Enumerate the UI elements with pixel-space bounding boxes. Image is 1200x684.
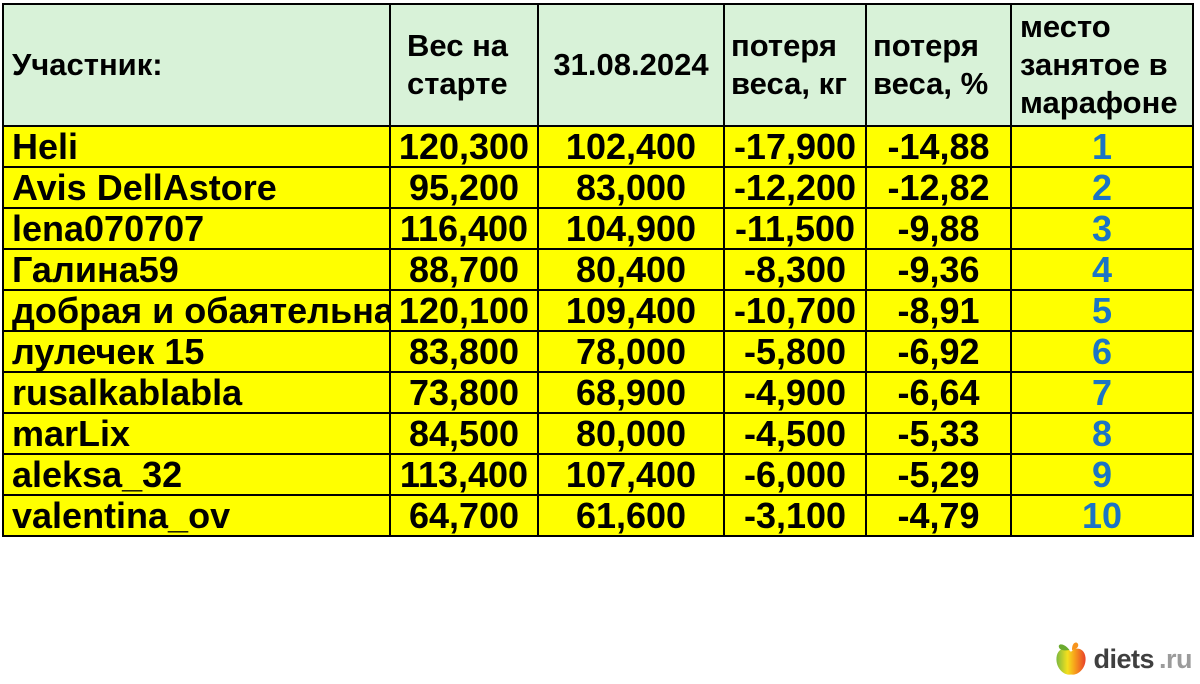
participant-cell: rusalkablabla <box>2 371 391 414</box>
value-cell: 113,400 <box>389 453 539 496</box>
value-cell: -4,900 <box>723 371 867 414</box>
value-cell: -5,33 <box>865 412 1012 455</box>
apple-logo-icon <box>1056 642 1087 675</box>
value-cell: -10,700 <box>723 289 867 332</box>
value-cell: -6,92 <box>865 330 1012 373</box>
value-cell: 61,600 <box>537 494 725 537</box>
table-header: Участник: Вес на старте 31.08.2024 потеря в… <box>2 3 1194 127</box>
results-table: Участник: Вес на старте 31.08.2024 потеря в… <box>2 3 1194 537</box>
value-cell: -6,64 <box>865 371 1012 414</box>
place-cell: 3 <box>1010 207 1194 250</box>
value-cell: -4,79 <box>865 494 1012 537</box>
value-cell: 83,000 <box>537 166 725 209</box>
place-cell: 4 <box>1010 248 1194 291</box>
value-cell: 120,100 <box>389 289 539 332</box>
value-cell: 120,300 <box>389 125 539 168</box>
value-cell: 107,400 <box>537 453 725 496</box>
place-cell: 1 <box>1010 125 1194 168</box>
value-cell: 68,900 <box>537 371 725 414</box>
place-cell: 10 <box>1010 494 1194 537</box>
table-row: rusalkablabla 73,800 68,900 -4,900 -6,64 7 <box>2 371 1194 414</box>
value-cell: -14,88 <box>865 125 1012 168</box>
participant-cell: добрая и обаятельная <box>2 289 391 332</box>
place-cell: 9 <box>1010 453 1194 496</box>
header-cell-2: 31.08.2024 <box>537 3 725 127</box>
participant-cell: лулечек 15 <box>2 330 391 373</box>
header-cell-1: Вес на старте <box>389 3 539 127</box>
value-cell: 109,400 <box>537 289 725 332</box>
value-cell: -9,36 <box>865 248 1012 291</box>
value-cell: 95,200 <box>389 166 539 209</box>
value-cell: 116,400 <box>389 207 539 250</box>
value-cell: -12,82 <box>865 166 1012 209</box>
value-cell: -5,29 <box>865 453 1012 496</box>
table-row: Heli 120,300 102,400 -17,900 -14,88 1 <box>2 125 1194 168</box>
table-row: aleksa_32 113,400 107,400 -6,000 -5,29 9 <box>2 453 1194 496</box>
place-cell: 2 <box>1010 166 1194 209</box>
table-row: добрая и обаятельная 120,100 109,400 -10,70… <box>2 289 1194 332</box>
value-cell: 80,400 <box>537 248 725 291</box>
value-cell: -8,91 <box>865 289 1012 332</box>
participant-cell: aleksa_32 <box>2 453 391 496</box>
table-row: lena070707 116,400 104,900 -11,500 -9,88 3 <box>2 207 1194 250</box>
value-cell: 84,500 <box>389 412 539 455</box>
participant-cell: Галина59 <box>2 248 391 291</box>
table-row: marLix 84,500 80,000 -4,500 -5,33 8 <box>2 412 1194 455</box>
header-cell-5: место занятое в марафоне <box>1010 3 1194 127</box>
table-row: лулечек 15 83,800 78,000 -5,800 -6,92 6 <box>2 330 1194 373</box>
participant-cell: Heli <box>2 125 391 168</box>
value-cell: -4,500 <box>723 412 867 455</box>
place-cell: 5 <box>1010 289 1194 332</box>
value-cell: 80,000 <box>537 412 725 455</box>
place-cell: 8 <box>1010 412 1194 455</box>
header-cell-3: потеря веса, кг <box>723 3 867 127</box>
watermark-brand-text: diets <box>1093 643 1154 674</box>
diets-ru-watermark: diets .ru <box>1054 641 1193 677</box>
value-cell: -12,200 <box>723 166 867 209</box>
value-cell: 104,900 <box>537 207 725 250</box>
value-cell: -5,800 <box>723 330 867 373</box>
value-cell: 78,000 <box>537 330 725 373</box>
value-cell: 73,800 <box>389 371 539 414</box>
participant-cell: marLix <box>2 412 391 455</box>
participant-cell: lena070707 <box>2 207 391 250</box>
participant-cell: valentina_ov <box>2 494 391 537</box>
value-cell: 88,700 <box>389 248 539 291</box>
value-cell: 102,400 <box>537 125 725 168</box>
value-cell: -6,000 <box>723 453 867 496</box>
participant-cell: Avis DellAstore <box>2 166 391 209</box>
table-row: Галина59 88,700 80,400 -8,300 -9,36 4 <box>2 248 1194 291</box>
place-cell: 6 <box>1010 330 1194 373</box>
watermark-tld-text: .ru <box>1158 643 1193 674</box>
header-cell-0: Участник: <box>2 3 391 127</box>
header-cell-4: потеря веса, % <box>865 3 1012 127</box>
value-cell: -11,500 <box>723 207 867 250</box>
value-cell: -3,100 <box>723 494 867 537</box>
table-row: Avis DellAstore 95,200 83,000 -12,200 -12,82… <box>2 166 1194 209</box>
value-cell: -17,900 <box>723 125 867 168</box>
header-row: Участник: Вес на старте 31.08.2024 потеря в… <box>2 3 1194 127</box>
value-cell: -8,300 <box>723 248 867 291</box>
table-body: Heli 120,300 102,400 -17,900 -14,88 1 Avis Del… <box>2 125 1194 537</box>
value-cell: 83,800 <box>389 330 539 373</box>
value-cell: 64,700 <box>389 494 539 537</box>
value-cell: -9,88 <box>865 207 1012 250</box>
place-cell: 7 <box>1010 371 1194 414</box>
table-row: valentina_ov 64,700 61,600 -3,100 -4,79 10 <box>2 494 1194 537</box>
